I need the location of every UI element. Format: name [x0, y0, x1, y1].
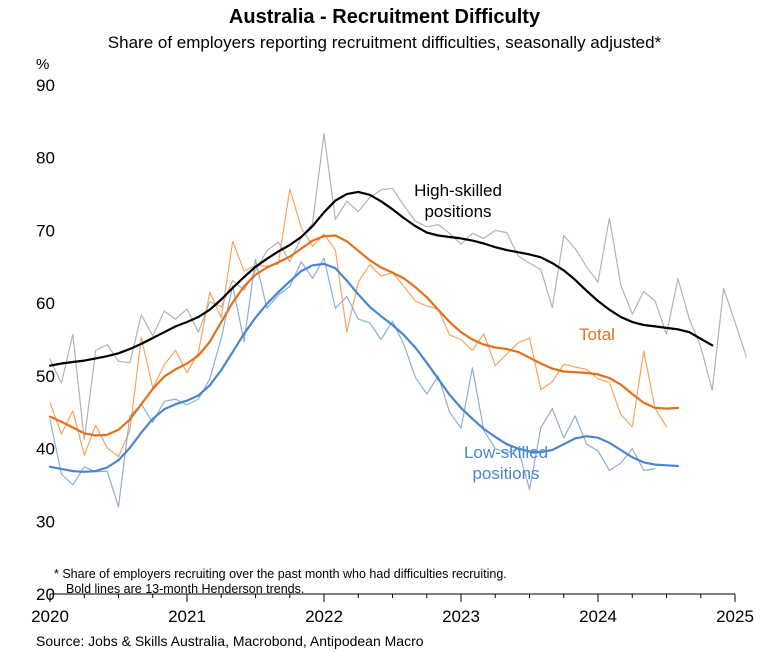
- y-axis: 20 30 40 50 60 70 80 90: [36, 76, 55, 604]
- x-tick-label-2023: 2023: [442, 607, 480, 626]
- x-tick-label-2022: 2022: [305, 607, 343, 626]
- total-annotation: Total: [579, 325, 615, 344]
- high-skilled-positions-trend-line: [48, 190, 714, 367]
- y-tick-label-90: 90: [36, 76, 55, 95]
- x-tick-label-2025: 2025: [716, 607, 754, 626]
- total-trend-line: [48, 234, 680, 437]
- x-tick-label-2021: 2021: [168, 607, 206, 626]
- footnote-line-2: Bold lines are 13-month Henderson trends…: [66, 582, 305, 596]
- y-tick-label-70: 70: [36, 221, 55, 240]
- x-tick-label-2024: 2024: [579, 607, 617, 626]
- high-skilled-positions-raw-line: [49, 133, 748, 441]
- y-tick-label-40: 40: [36, 440, 55, 459]
- y-tick-label-80: 80: [36, 149, 55, 168]
- chart-subtitle: Share of employers reporting recruitment…: [107, 33, 662, 52]
- y-axis-unit-label: %: [36, 56, 50, 73]
- source-note: Source: Jobs & Skills Australia, Macrobo…: [36, 633, 424, 649]
- chart-title: Australia - Recruitment Difficulty: [228, 6, 541, 28]
- low-skilled-positions-annotation: Low-skilled positions: [464, 443, 548, 483]
- x-axis: 2020 2021 2022 2023 2024 2025: [31, 593, 754, 626]
- low-skilled-positions-raw-line: [49, 257, 656, 508]
- y-tick-label-60: 60: [36, 294, 55, 313]
- y-tick-label-50: 50: [36, 367, 55, 386]
- x-tick-label-2020: 2020: [31, 607, 69, 626]
- total-raw-line: [49, 188, 668, 458]
- y-tick-label-30: 30: [36, 512, 55, 531]
- y-tick-label-20: 20: [36, 585, 55, 604]
- low-skilled-positions-trend-line: [48, 262, 680, 473]
- annotation-layer: High-skilled positions Total Low-skilled pos…: [414, 181, 615, 483]
- series-layer: [48, 133, 748, 508]
- footnote-line-1: * Share of employers recruiting over the…: [54, 567, 507, 581]
- high-skilled-positions-annotation: High-skilled positions: [414, 181, 502, 221]
